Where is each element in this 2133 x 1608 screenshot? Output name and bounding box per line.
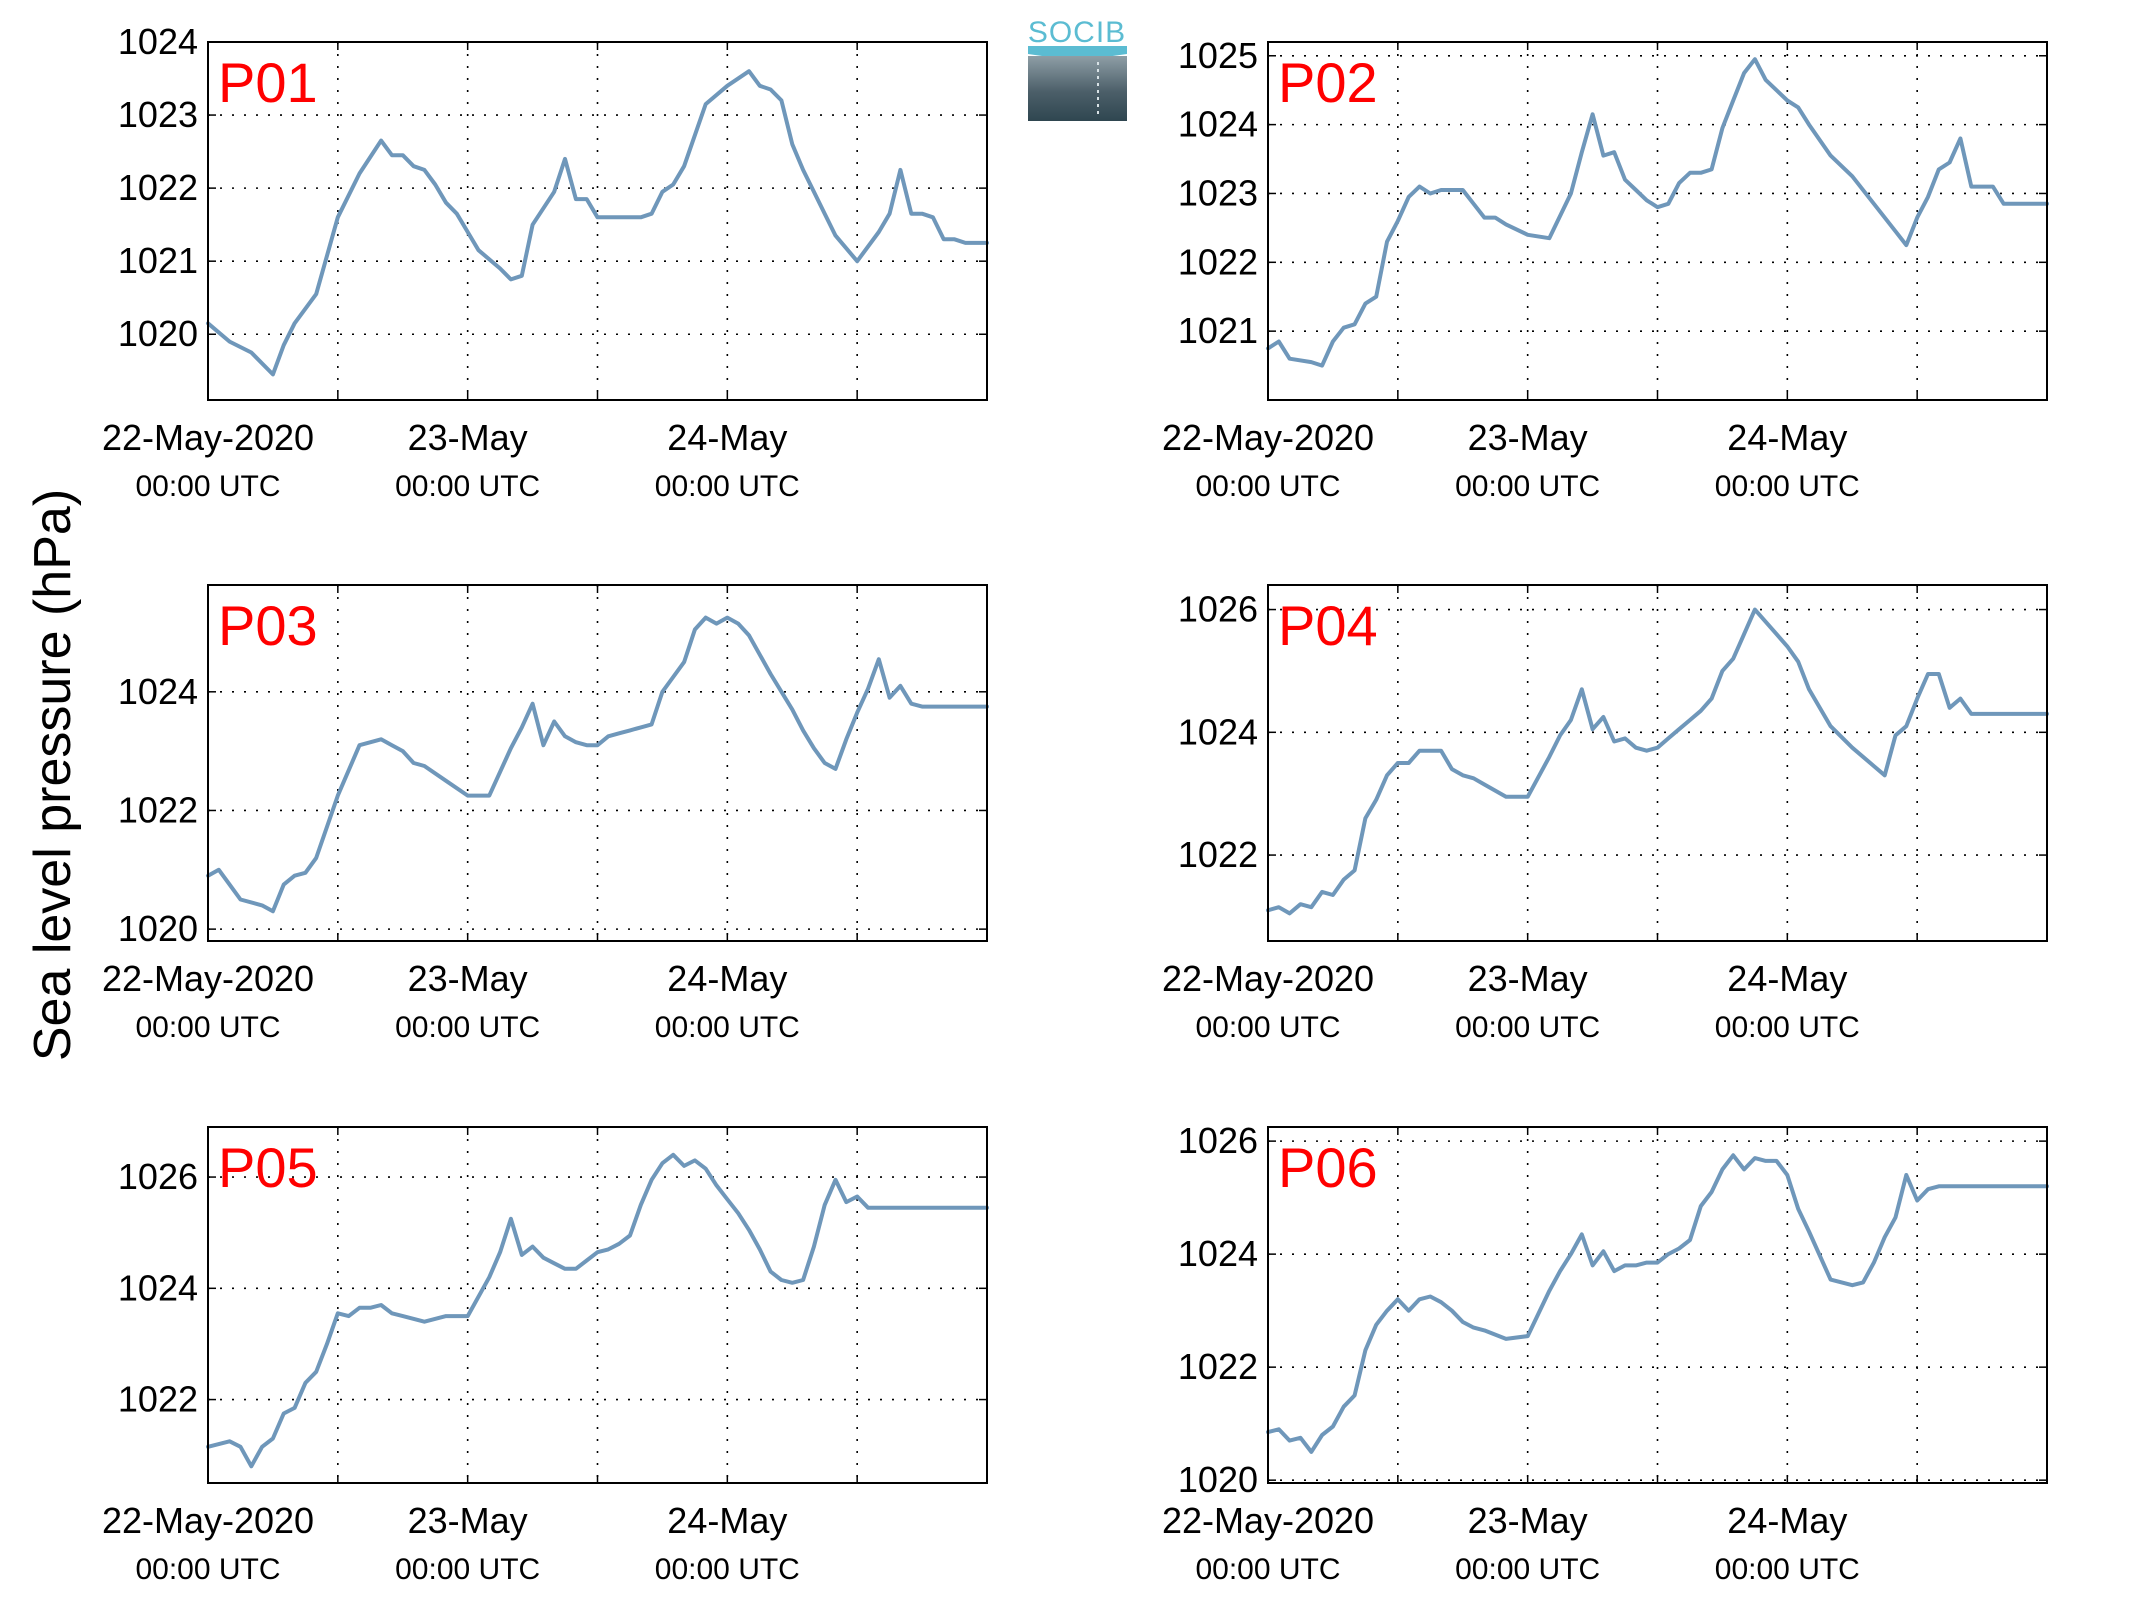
- x-tick-label: 22-May-2020: [102, 1500, 314, 1541]
- socib-logo: SOCIB: [1028, 16, 1127, 121]
- x-tick-sublabel: 00:00 UTC: [655, 470, 800, 503]
- x-tick-label: 23-May: [1468, 958, 1588, 999]
- y-tick-label: 1022: [118, 789, 198, 830]
- x-tick-sublabel: 00:00 UTC: [135, 470, 280, 503]
- x-tick-sublabel: 00:00 UTC: [135, 1553, 280, 1586]
- axes-frame: [1267, 1126, 2048, 1484]
- series-line-p01: [206, 69, 989, 377]
- x-tick-label: 22-May-2020: [102, 958, 314, 999]
- x-tick-label: 24-May: [667, 958, 787, 999]
- chart-panel-p02: 1021 1022 1023 1024 1025 22-May-2020 00:00 UTC…: [1162, 35, 2049, 503]
- x-tick-sublabel: 00:00 UTC: [395, 1011, 540, 1044]
- x-tick-sublabel: 00:00 UTC: [655, 1011, 800, 1044]
- x-tick-sublabel: 00:00 UTC: [135, 1011, 280, 1044]
- x-tick-label: 22-May-2020: [1162, 958, 1374, 999]
- x-tick-label: 23-May: [408, 958, 528, 999]
- series-line-p04: [1266, 607, 2049, 916]
- panel-label-p03: P03: [218, 594, 318, 657]
- y-tick-label: 1024: [1178, 104, 1258, 145]
- plot-area: [1268, 585, 2047, 941]
- x-tick-sublabel: 00:00 UTC: [395, 470, 540, 503]
- y-tick-label: 1026: [1178, 589, 1258, 630]
- x-tick-label: 24-May: [1727, 1500, 1847, 1541]
- plot-area: [1268, 1127, 2047, 1483]
- y-tick-label: 1024: [1178, 1233, 1258, 1274]
- x-tick-sublabel: 00:00 UTC: [655, 1553, 800, 1586]
- x-tick-sublabel: 00:00 UTC: [1195, 1011, 1340, 1044]
- chart-panel-p03: 1020 1022 1024 22-May-2020 00:00 UTC 23-May 00…: [102, 584, 989, 1044]
- y-tick-label: 1026: [1178, 1120, 1258, 1161]
- x-tick-label: 22-May-2020: [1162, 1500, 1374, 1541]
- y-tick-label: 1023: [1178, 172, 1258, 213]
- panel-label-p05: P05: [218, 1136, 318, 1199]
- x-tick-sublabel: 00:00 UTC: [1455, 1011, 1600, 1044]
- y-tick-label: 1024: [118, 21, 198, 62]
- series-line-p02: [1266, 57, 2049, 368]
- x-tick-label: 24-May: [1727, 417, 1847, 458]
- y-tick-label: 1020: [118, 313, 198, 354]
- y-tick-label: 1022: [1178, 1346, 1258, 1387]
- logo-wave: [1028, 46, 1127, 58]
- panel-label-p02: P02: [1278, 51, 1378, 114]
- axes-frame: [1267, 41, 2048, 401]
- y-axis-label: Sea level pressure (hPa): [24, 489, 82, 1061]
- x-tick-label: 23-May: [408, 1500, 528, 1541]
- axes-frame: [1267, 584, 2048, 942]
- x-tick-label: 24-May: [667, 417, 787, 458]
- logo-text: SOCIB: [1028, 16, 1126, 49]
- axes-frame: [207, 1126, 988, 1484]
- y-tick-label: 1024: [1178, 711, 1258, 752]
- chart-panel-p06: 1020 1022 1024 1026 22-May-2020 00:00 UTC 23-M…: [1162, 1120, 2049, 1586]
- x-tick-sublabel: 00:00 UTC: [1455, 470, 1600, 503]
- x-tick-sublabel: 00:00 UTC: [1195, 1553, 1340, 1586]
- x-tick-label: 22-May-2020: [1162, 417, 1374, 458]
- y-tick-label: 1025: [1178, 35, 1258, 76]
- x-tick-sublabel: 00:00 UTC: [395, 1553, 540, 1586]
- y-tick-label: 1021: [1178, 310, 1258, 351]
- x-tick-sublabel: 00:00 UTC: [1715, 1553, 1860, 1586]
- x-tick-label: 24-May: [1727, 958, 1847, 999]
- y-tick-label: 1022: [1178, 241, 1258, 282]
- x-tick-sublabel: 00:00 UTC: [1455, 1553, 1600, 1586]
- x-tick-label: 23-May: [1468, 1500, 1588, 1541]
- x-tick-sublabel: 00:00 UTC: [1195, 470, 1340, 503]
- x-tick-label: 24-May: [667, 1500, 787, 1541]
- y-tick-label: 1020: [1178, 1459, 1258, 1500]
- panel-label-p06: P06: [1278, 1136, 1378, 1199]
- logo-block: [1028, 56, 1127, 121]
- series-line-p05: [206, 1152, 989, 1469]
- x-tick-sublabel: 00:00 UTC: [1715, 1011, 1860, 1044]
- chart-panel-p04: 1022 1024 1026 22-May-2020 00:00 UTC 23-May 00…: [1162, 584, 2049, 1044]
- x-tick-sublabel: 00:00 UTC: [1715, 470, 1860, 503]
- y-tick-label: 1023: [118, 94, 198, 135]
- series-line-p06: [1266, 1153, 2049, 1454]
- panel-label-p01: P01: [218, 51, 318, 114]
- y-tick-label: 1022: [1178, 834, 1258, 875]
- y-tick-label: 1022: [118, 1379, 198, 1420]
- plot-area: [1268, 42, 2047, 400]
- axes-frame: [207, 41, 988, 401]
- y-tick-label: 1024: [118, 671, 198, 712]
- x-tick-label: 23-May: [1468, 417, 1588, 458]
- plot-area: [208, 1127, 987, 1483]
- plot-area: [208, 585, 987, 941]
- x-tick-label: 22-May-2020: [102, 417, 314, 458]
- x-tick-label: 23-May: [408, 417, 528, 458]
- y-tick-label: 1021: [118, 240, 198, 281]
- series-line-p03: [206, 615, 989, 914]
- y-tick-label: 1022: [118, 167, 198, 208]
- y-tick-label: 1026: [118, 1156, 198, 1197]
- y-tick-label: 1020: [118, 908, 198, 949]
- chart-panel-p05: 1022 1024 1026 22-May-2020 00:00 UTC 23-May 00…: [102, 1126, 989, 1586]
- chart-panel-p01: 1020 1021 1022 1023 1024 22-May-2020 00:00 UTC…: [102, 21, 989, 503]
- plot-area: [208, 42, 987, 400]
- axes-frame: [207, 584, 988, 942]
- panel-label-p04: P04: [1278, 594, 1378, 657]
- y-tick-label: 1024: [118, 1267, 198, 1308]
